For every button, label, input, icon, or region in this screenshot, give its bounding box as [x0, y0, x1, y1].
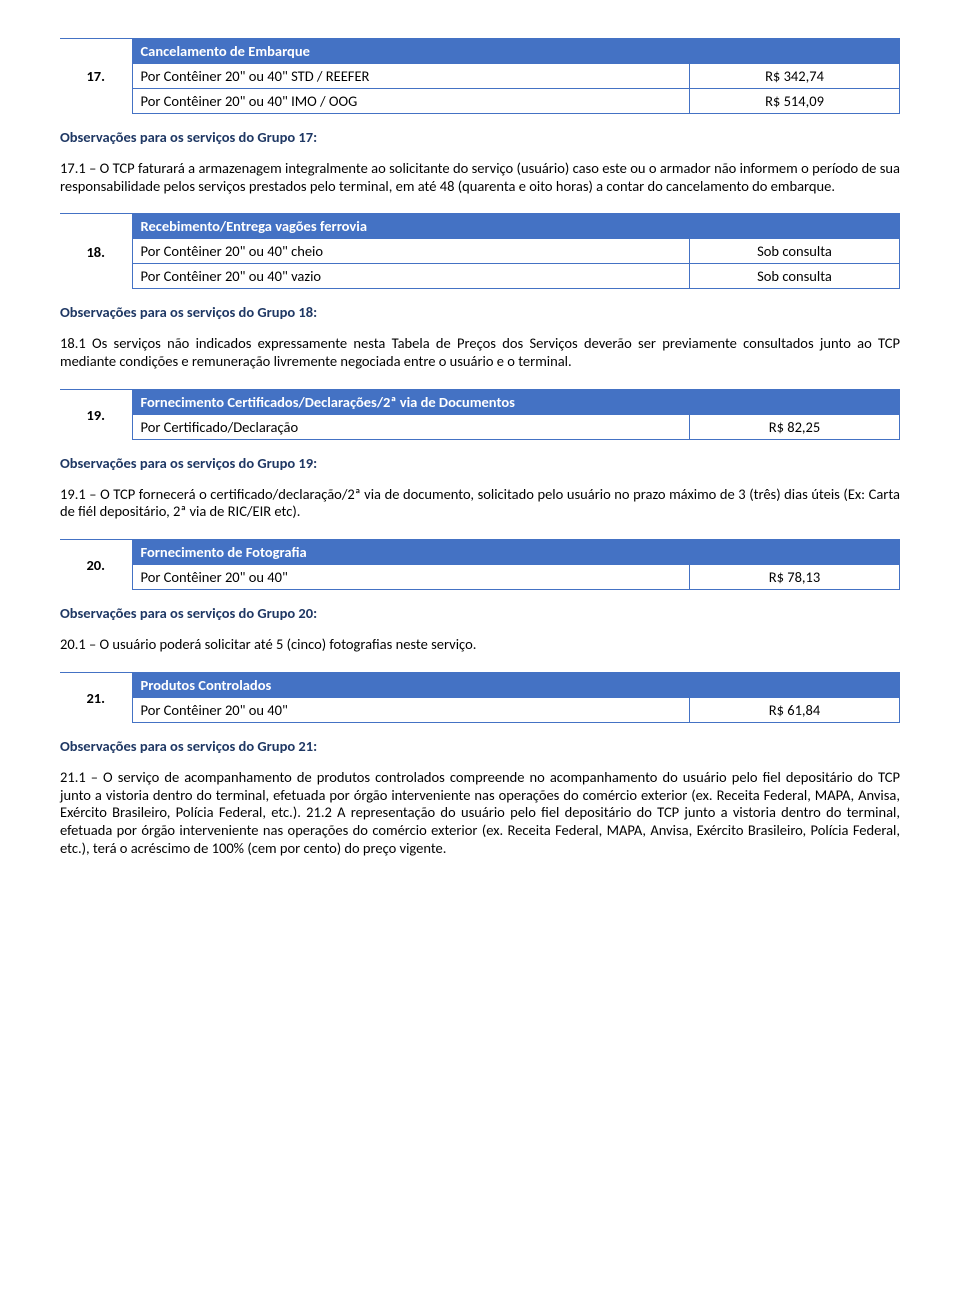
row-desc: Por Contêiner 20" ou 40"	[132, 697, 690, 722]
table-group-18: 18. Recebimento/Entrega vagões ferrovia …	[60, 213, 900, 289]
group-number: 20.	[60, 540, 132, 590]
row-value: R$ 78,13	[690, 565, 900, 590]
group-title: Cancelamento de Embarque	[132, 39, 900, 64]
table-group-19: 19. Fornecimento Certificados/Declaraçõe…	[60, 389, 900, 440]
row-value: R$ 514,09	[690, 89, 900, 114]
group-title: Recebimento/Entrega vagões ferrovia	[132, 214, 900, 239]
obs-text-20: 20.1 – O usuário poderá solicitar até 5 …	[60, 636, 900, 654]
table-row: Por Contêiner 20" ou 40" R$ 61,84	[60, 697, 900, 722]
group-number: 18.	[60, 214, 132, 289]
obs-text-17: 17.1 – O TCP faturará a armazenagem inte…	[60, 160, 900, 195]
row-value: Sob consulta	[690, 264, 900, 289]
row-desc: Por Contêiner 20" ou 40" cheio	[132, 239, 690, 264]
row-value: R$ 61,84	[690, 697, 900, 722]
group-title: Fornecimento Certificados/Declarações/2ª…	[132, 389, 900, 414]
obs-title-17: Observações para os serviços do Grupo 17…	[60, 128, 900, 146]
obs-title-20: Observações para os serviços do Grupo 20…	[60, 604, 900, 622]
row-desc: Por Certificado/Declaração	[132, 414, 690, 439]
obs-title-19: Observações para os serviços do Grupo 19…	[60, 454, 900, 472]
row-desc: Por Contêiner 20" ou 40"	[132, 565, 690, 590]
obs-title-21: Observações para os serviços do Grupo 21…	[60, 737, 900, 755]
table-row: Por Contêiner 20" ou 40" vazio Sob consu…	[60, 264, 900, 289]
row-value: R$ 342,74	[690, 64, 900, 89]
row-desc: Por Contêiner 20" ou 40" IMO / OOG	[132, 89, 690, 114]
obs-text-19: 19.1 – O TCP fornecerá o certificado/dec…	[60, 486, 900, 521]
table-group-21: 21. Produtos Controlados Por Contêiner 2…	[60, 672, 900, 723]
group-title: Produtos Controlados	[132, 672, 900, 697]
table-row: Por Contêiner 20" ou 40" STD / REEFER R$…	[60, 64, 900, 89]
row-desc: Por Contêiner 20" ou 40" vazio	[132, 264, 690, 289]
table-group-17: 17. Cancelamento de Embarque Por Contêin…	[60, 38, 900, 114]
group-title: Fornecimento de Fotografia	[132, 540, 900, 565]
group-number: 21.	[60, 672, 132, 722]
obs-text-21: 21.1 – O serviço de acompanhamento de pr…	[60, 769, 900, 857]
obs-text-18: 18.1 Os serviços não indicados expressam…	[60, 335, 900, 370]
row-value: R$ 82,25	[690, 414, 900, 439]
table-row: Por Contêiner 20" ou 40" cheio Sob consu…	[60, 239, 900, 264]
row-desc: Por Contêiner 20" ou 40" STD / REEFER	[132, 64, 690, 89]
table-group-20: 20. Fornecimento de Fotografia Por Contê…	[60, 539, 900, 590]
group-number: 17.	[60, 39, 132, 114]
table-row: Por Contêiner 20" ou 40" IMO / OOG R$ 51…	[60, 89, 900, 114]
row-value: Sob consulta	[690, 239, 900, 264]
table-row: Por Certificado/Declaração R$ 82,25	[60, 414, 900, 439]
group-number: 19.	[60, 389, 132, 439]
obs-title-18: Observações para os serviços do Grupo 18…	[60, 303, 900, 321]
table-row: Por Contêiner 20" ou 40" R$ 78,13	[60, 565, 900, 590]
